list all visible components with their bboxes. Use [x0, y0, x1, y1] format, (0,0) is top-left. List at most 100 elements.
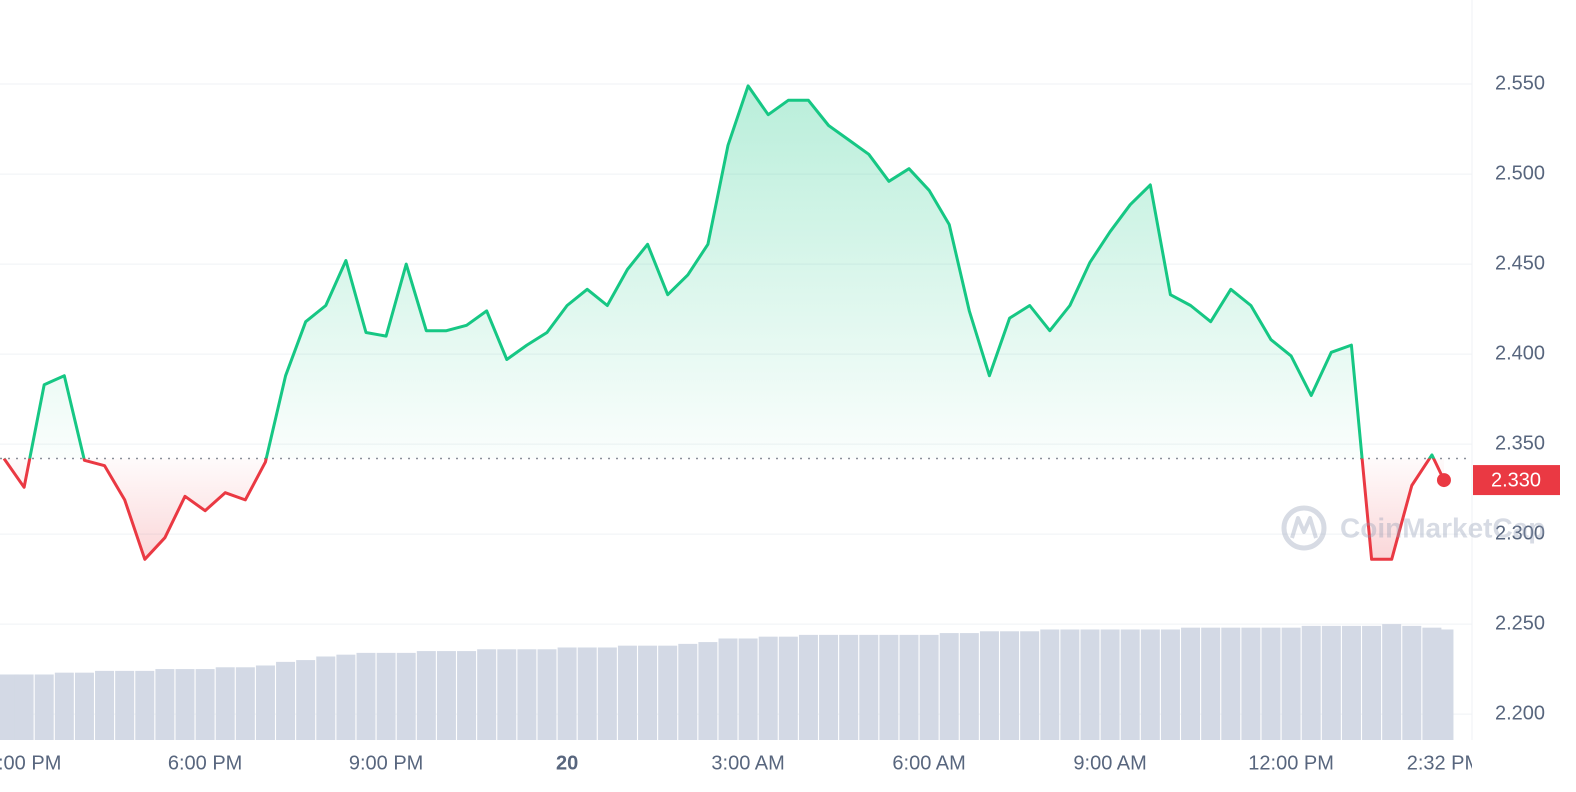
volume-bar [477, 649, 497, 740]
volume-bar [738, 638, 758, 740]
volume-bar [638, 645, 658, 740]
y-tick-label: 2.300 [1495, 522, 1545, 544]
volume-bar [1020, 631, 1040, 740]
volume-bar [798, 634, 818, 740]
volume-bar [95, 670, 115, 740]
x-tick-label: 6:00 AM [892, 752, 965, 774]
x-tick-label: 6:00 PM [168, 752, 242, 774]
volume-bar [1201, 627, 1221, 740]
volume-bar [678, 643, 698, 740]
volume-bar [658, 645, 678, 740]
volume-bar [14, 674, 34, 740]
volume-bar [1181, 627, 1201, 740]
volume-bar [758, 636, 778, 740]
volume-bar [1000, 631, 1020, 740]
volume-bar [276, 661, 296, 740]
volume-bar [778, 636, 798, 740]
volume-bar [356, 652, 376, 740]
volume-bar [74, 672, 94, 740]
volume-bar [1140, 629, 1160, 740]
volume-bar [195, 669, 215, 740]
volume-bar [1241, 627, 1261, 740]
volume-bar [457, 651, 477, 740]
volume-bar [1281, 627, 1301, 740]
x-tick-label: 3:00 PM [0, 752, 61, 774]
x-tick-label: 9:00 AM [1073, 752, 1146, 774]
volume-bar [1341, 625, 1361, 740]
area-up [4, 85, 1444, 459]
volume-bar [1321, 625, 1341, 740]
area-down [4, 458, 1444, 560]
volume-bar [1060, 629, 1080, 740]
y-tick-label: 2.450 [1495, 252, 1545, 274]
volume-bar [879, 634, 899, 740]
price-line-up [4, 84, 1436, 459]
y-tick-label: 2.250 [1495, 612, 1545, 634]
watermark: CoinMarketCap [1281, 505, 1545, 551]
watermark-logo [1281, 505, 1327, 551]
volume-bar [1221, 627, 1241, 740]
volume-bar [839, 634, 859, 740]
volume-bar [115, 670, 135, 740]
volume-bars [0, 624, 1454, 740]
volume-bar [1382, 624, 1402, 740]
volume-bar [919, 634, 939, 740]
volume-bar [1160, 629, 1180, 740]
volume-bar [135, 670, 155, 740]
volume-bar [215, 667, 235, 740]
volume-bar [235, 667, 255, 740]
x-tick-label: 2:32 PM [1407, 752, 1481, 774]
volume-bar [155, 669, 175, 740]
x-tick-label: 12:00 PM [1248, 752, 1334, 774]
y-tick-label: 2.200 [1495, 702, 1545, 724]
volume-bar [1261, 627, 1281, 740]
volume-bar [819, 634, 839, 740]
volume-bar [336, 654, 356, 740]
volume-bar [34, 674, 54, 740]
volume-bar [0, 674, 19, 740]
y-tick-label: 2.550 [1495, 72, 1545, 94]
volume-bar [255, 665, 275, 740]
volume-bar [54, 672, 74, 740]
price-tag [1473, 465, 1560, 496]
volume-bar [416, 651, 436, 740]
volume-bar [1100, 629, 1120, 740]
volume-bar [557, 647, 577, 740]
volume-bar [939, 633, 959, 740]
volume-bar [859, 634, 879, 740]
last-price-dot [1436, 473, 1451, 488]
volume-bar [537, 649, 557, 740]
volume-bar [698, 642, 718, 740]
volume-bar [1402, 625, 1422, 740]
volume-bar [959, 633, 979, 740]
x-tick-label: 20 [556, 752, 578, 774]
price-line-down [2, 458, 1446, 561]
volume-bar [436, 651, 456, 740]
volume-bar [979, 631, 999, 740]
volume-bar [316, 656, 336, 740]
volume-bar [597, 647, 617, 740]
volume-bar [296, 660, 316, 740]
watermark-logo-mark [1290, 516, 1318, 539]
volume-bar [899, 634, 919, 740]
volume-bar [1040, 629, 1060, 740]
x-axis: 3:00 PM 6:00 PM 9:00 PM 20 3:00 AM 6:00 AM 9:0… [0, 752, 1481, 774]
x-tick-label: 3:00 AM [711, 752, 784, 774]
volume-bar [517, 649, 537, 740]
volume-bar [1362, 625, 1382, 740]
volume-bar [718, 638, 738, 740]
volume-bar [577, 647, 597, 740]
price-tag-label: 2.330 [1491, 469, 1541, 491]
watermark-text: CoinMarketCap [1340, 512, 1545, 543]
volume-bar [376, 652, 396, 740]
y-tick-label: 2.350 [1495, 432, 1545, 454]
x-tick-label: 9:00 PM [349, 752, 423, 774]
y-tick-label: 2.400 [1495, 342, 1545, 364]
volume-bar [1301, 625, 1321, 740]
volume-bar [1080, 629, 1100, 740]
y-tick-label: 2.500 [1495, 162, 1545, 184]
volume-bar [1120, 629, 1140, 740]
volume-bar [1434, 629, 1454, 740]
volume-bar [396, 652, 416, 740]
